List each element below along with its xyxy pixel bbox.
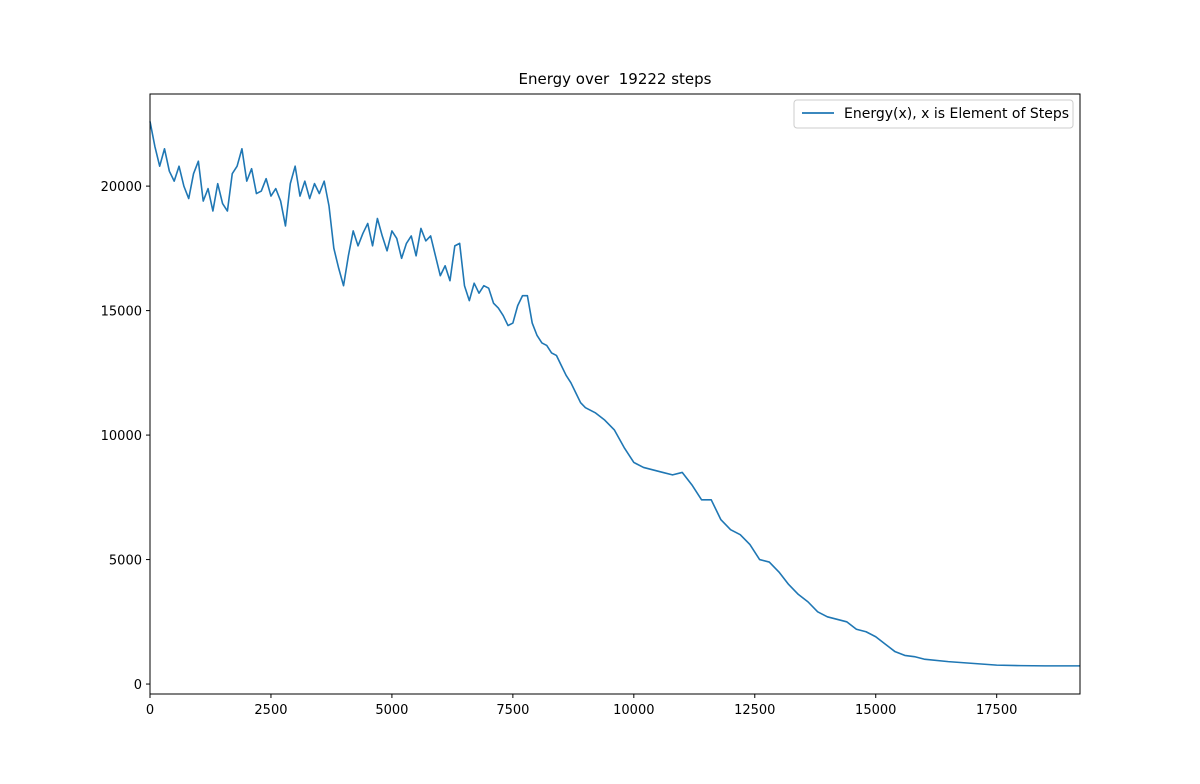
- chart-title: Energy over 19222 steps: [518, 70, 711, 88]
- y-tick-label: 15000: [101, 305, 142, 320]
- x-tick-label: 5000: [375, 703, 408, 718]
- y-axis: 0 5000 10000 15000 20000: [101, 180, 150, 693]
- x-tick-label: 2500: [254, 703, 287, 718]
- x-tick-label: 0: [146, 703, 154, 718]
- x-axis: 0 2500 5000 7500 10000 12500 15000 17500: [146, 694, 1017, 718]
- y-tick-label: 0: [134, 678, 142, 693]
- axes-frame: [149, 93, 1081, 695]
- legend-label: Energy(x), x is Element of Steps: [844, 106, 1069, 122]
- x-tick-label: 15000: [855, 703, 896, 718]
- series-layer: [149, 121, 1080, 667]
- plot-area: 0 2500 5000 7500 10000 12500 15000 17500 0 5000 1…: [101, 93, 1081, 718]
- legend-box: [793, 99, 1074, 129]
- x-tick-label: 12500: [734, 703, 775, 718]
- x-tick-label: 10000: [613, 703, 654, 718]
- x-tick-label: 7500: [496, 703, 529, 718]
- x-tick-label: 17500: [976, 703, 1017, 718]
- series-line-0: [149, 121, 1080, 667]
- y-tick-label: 10000: [101, 429, 142, 444]
- y-tick-label: 5000: [109, 554, 142, 569]
- y-tick-label: 20000: [101, 180, 142, 195]
- legend: Energy(x), x is Element of Steps: [793, 99, 1074, 129]
